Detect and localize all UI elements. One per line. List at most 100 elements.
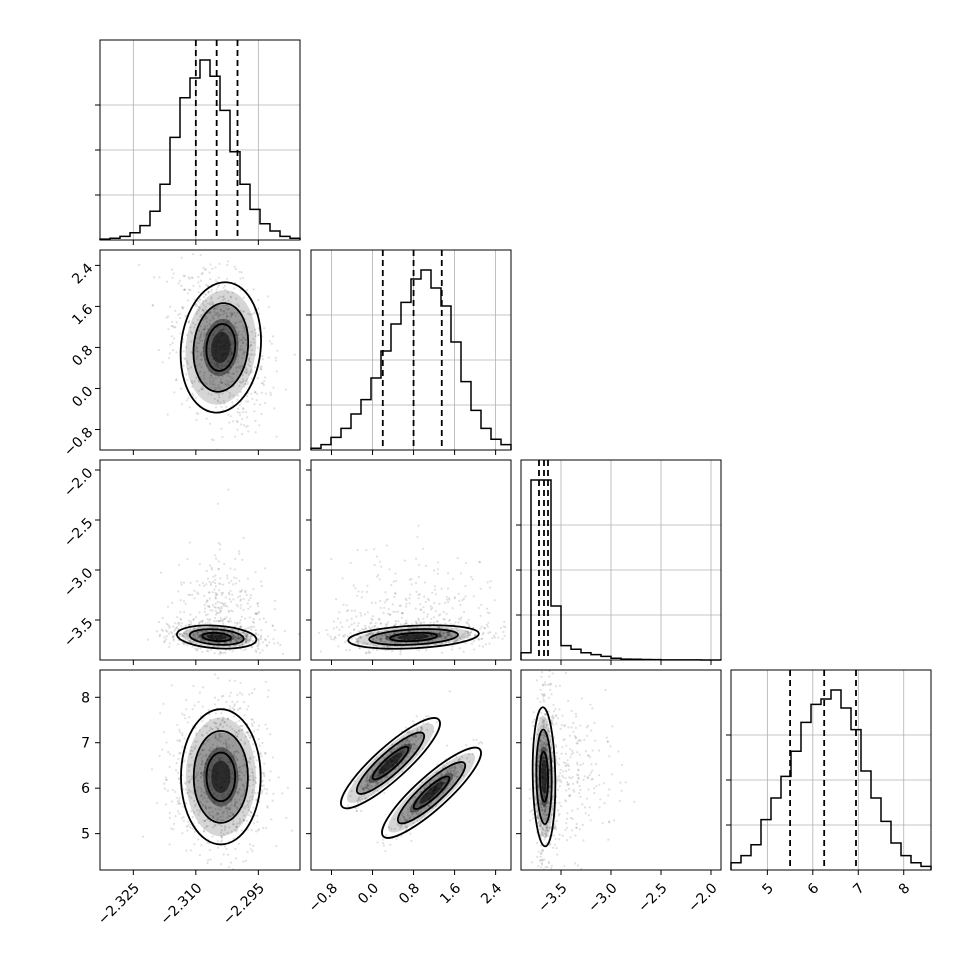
scatter-point: [243, 789, 247, 792]
scatter-point: [363, 613, 366, 616]
scatter-point: [384, 775, 387, 779]
scatter-point: [196, 774, 199, 777]
scatter-point: [196, 318, 199, 322]
scatter-point: [533, 665, 535, 667]
scatter-point: [574, 712, 578, 716]
scatter-point: [545, 826, 549, 830]
scatter-point: [222, 742, 225, 745]
scatter-point: [540, 671, 544, 674]
scatter-point: [451, 769, 454, 772]
scatter-point: [550, 693, 553, 696]
scatter-point: [204, 762, 207, 765]
scatter-point: [411, 735, 414, 738]
scatter-point: [488, 586, 491, 589]
scatter-point: [233, 265, 236, 268]
scatter-point: [218, 735, 221, 738]
scatter-point: [175, 769, 178, 772]
scatter-point: [262, 784, 265, 787]
scatter-point: [238, 774, 241, 777]
scatter-point: [404, 743, 407, 747]
scatter-point: [440, 635, 443, 639]
scatter-point: [227, 620, 230, 623]
scatter-point: [229, 375, 232, 378]
scatter-point: [179, 316, 182, 320]
scatter-point: [189, 752, 192, 755]
scatter-point: [439, 635, 442, 638]
scatter-point: [463, 632, 466, 635]
scatter-point: [375, 774, 378, 777]
scatter-point: [210, 221, 212, 223]
scatter-point: [235, 321, 238, 324]
scatter-point: [229, 365, 232, 368]
scatter-point: [221, 364, 224, 367]
scatter-point: [563, 865, 566, 868]
scatter-point: [197, 626, 200, 630]
scatter-point: [216, 326, 219, 329]
scatter-point: [187, 320, 190, 324]
scatter-point: [189, 613, 192, 616]
scatter-point: [433, 585, 437, 588]
scatter-point: [220, 607, 223, 610]
scatter-point: [254, 571, 257, 574]
scatter-point: [447, 631, 450, 634]
scatter-point: [529, 819, 532, 822]
scatter-point: [377, 768, 380, 771]
scatter-point: [543, 805, 546, 809]
scatter-point: [202, 630, 205, 633]
scatter-point: [253, 341, 256, 344]
scatter-point: [212, 317, 215, 320]
scatter-point: [210, 806, 213, 809]
scatter-point: [415, 753, 418, 756]
scatter-point: [205, 247, 207, 249]
scatter-point: [193, 799, 196, 803]
scatter-point: [367, 633, 370, 636]
scatter-point: [409, 810, 412, 813]
scatter-point: [190, 756, 193, 759]
scatter-point: [217, 568, 220, 571]
scatter-point: [205, 807, 208, 810]
scatter-point: [539, 852, 543, 856]
scatter-point: [459, 603, 462, 607]
scatter-point: [217, 738, 220, 741]
scatter-point: [386, 754, 389, 757]
scatter-point: [211, 337, 214, 340]
scatter-point: [237, 730, 241, 733]
scatter-point: [394, 620, 397, 623]
scatter-point: [253, 403, 256, 406]
scatter-point: [225, 315, 228, 318]
scatter-point: [371, 632, 374, 635]
scatter-point: [414, 581, 418, 585]
scatter-point: [398, 745, 401, 748]
scatter-point: [248, 313, 251, 316]
scatter-point: [257, 828, 261, 831]
scatter-point: [451, 607, 454, 610]
scatter-point: [188, 795, 191, 798]
scatter-point: [343, 635, 346, 638]
scatter-point: [403, 743, 406, 746]
scatter-point: [201, 650, 204, 654]
scatter-point: [227, 381, 230, 384]
scatter-point: [238, 330, 241, 333]
scatter-point: [386, 775, 389, 778]
scatter-point: [208, 748, 211, 752]
scatter-point: [233, 803, 237, 806]
scatter-point: [431, 635, 435, 638]
scatter-point: [236, 303, 239, 306]
scatter-point: [224, 651, 227, 654]
scatter-point: [261, 382, 265, 385]
scatter-point: [178, 728, 181, 731]
scatter-point: [246, 851, 249, 854]
scatter-point: [228, 353, 231, 357]
scatter-point: [240, 636, 243, 639]
scatter-point: [186, 644, 189, 647]
scatter-point: [229, 415, 232, 418]
scatter-point: [193, 626, 196, 629]
scatter-point: [444, 601, 447, 605]
scatter-point: [482, 631, 485, 635]
scatter-point: [305, 640, 307, 642]
scatter-point: [423, 581, 426, 584]
scatter-point: [244, 805, 247, 808]
scatter-point: [191, 276, 194, 279]
scatter-point: [547, 730, 550, 733]
scatter-point: [236, 758, 239, 762]
